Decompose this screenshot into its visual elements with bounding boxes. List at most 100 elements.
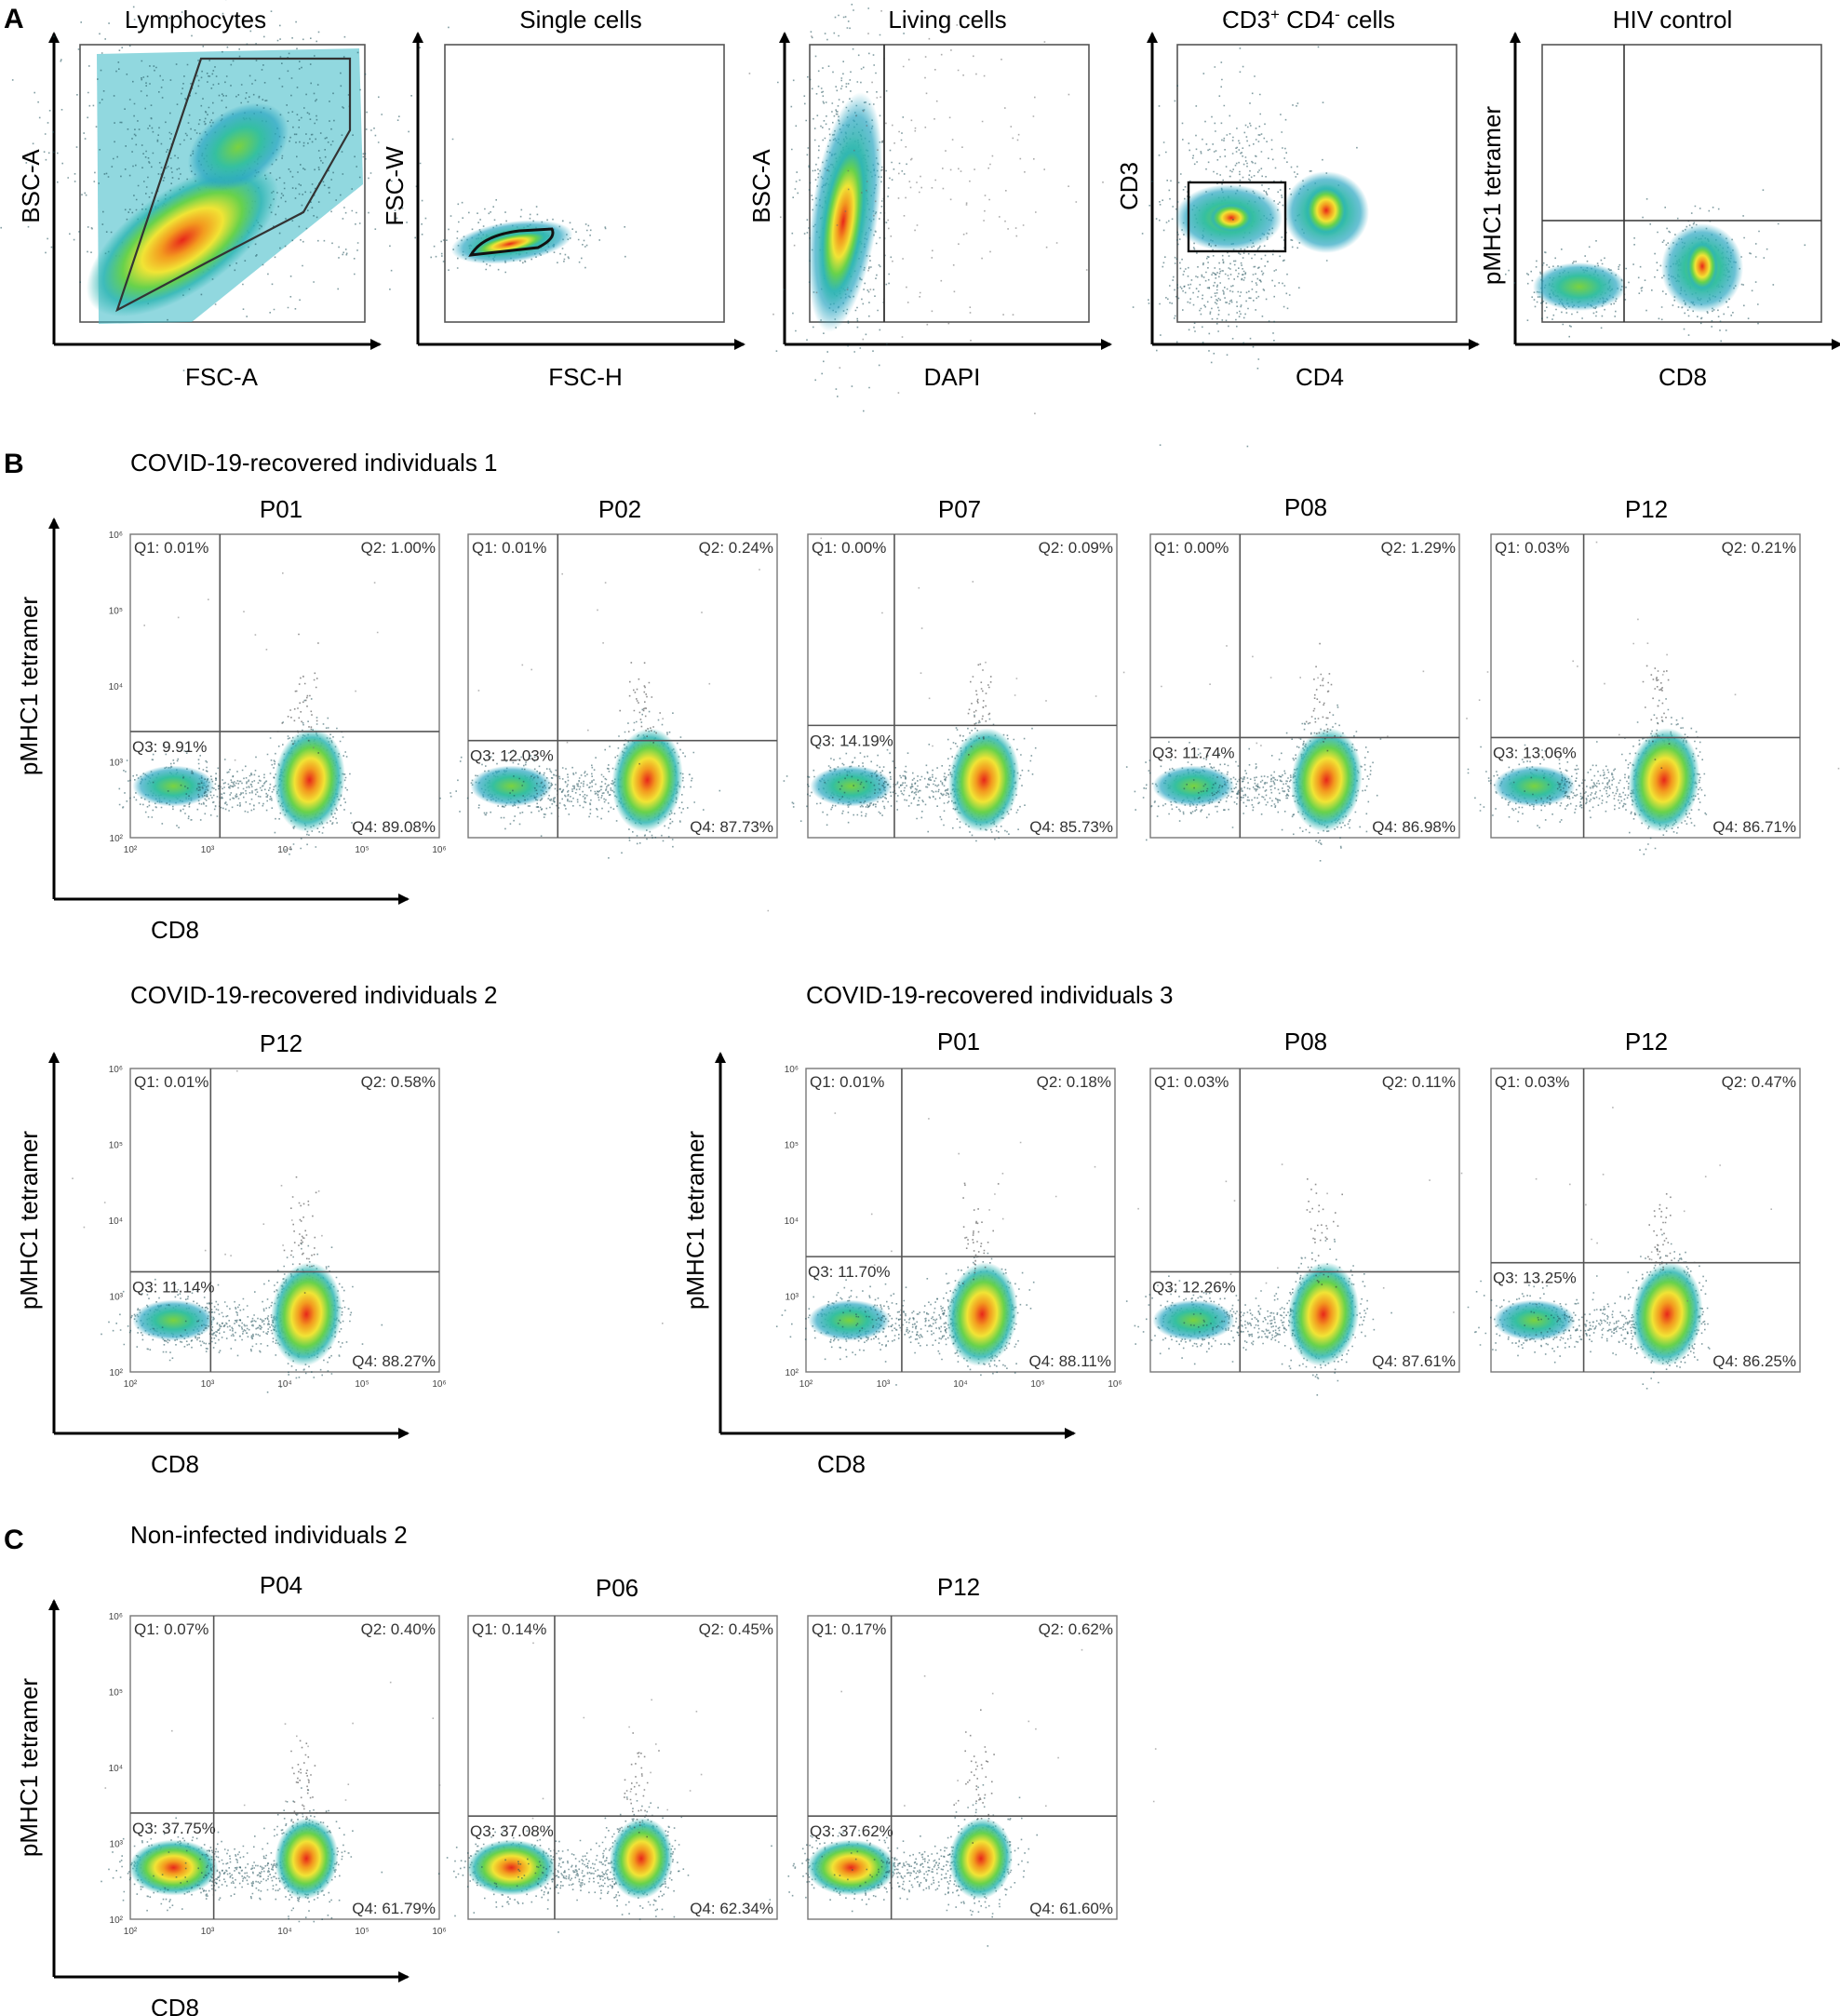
plot-title: P08 (1284, 493, 1327, 521)
density-cluster (187, 102, 289, 192)
y-tick-label: 10⁶ (109, 1065, 123, 1075)
quadrant-label-q3: Q3: 37.75% (132, 1820, 216, 1837)
y-tick-label: 10⁵ (785, 1141, 799, 1151)
y-tick-label: 10⁴ (109, 682, 123, 692)
x-tick-label: 10³ (201, 1379, 215, 1390)
y-axis-label: pMHC1 tetramer (681, 1131, 709, 1310)
y-axis-label: pMHC1 tetramer (15, 597, 43, 775)
density-cluster (808, 1299, 891, 1341)
y-axis-label: pMHC1 tetramer (15, 1131, 43, 1310)
density-cluster (1628, 728, 1700, 832)
quadrant-label-q3: Q3: 37.62% (810, 1822, 893, 1840)
density-cluster (806, 1839, 896, 1896)
plot-frame (444, 44, 725, 323)
density-cluster (274, 728, 345, 832)
gating-plot-hiv: HIV control CD8 pMHC1 tetramer (1478, 6, 1840, 391)
x-tick-label: 10⁴ (277, 1927, 291, 1937)
quadrant-label-q4: Q4: 87.73% (690, 818, 773, 836)
quadrant-label-q2: Q2: 0.09% (1039, 539, 1113, 557)
y-axis-label: BSC-A (747, 149, 775, 223)
plot-title: P12 (1625, 1028, 1668, 1055)
density-cluster (810, 765, 893, 807)
y-tick-label: 10² (110, 834, 124, 844)
quadrant-label-q1: Q1: 0.03% (1495, 1073, 1569, 1091)
y-axis-label: FSC-W (381, 146, 409, 226)
group-label-recovered-3: COVID-19-recovered individuals 3 (806, 981, 1174, 1009)
x-tick-label: 10⁶ (1108, 1379, 1121, 1390)
plot-title: Lymphocytes (125, 6, 266, 34)
x-tick-label: 10⁵ (355, 845, 369, 855)
quadrant-label-q4: Q4: 61.60% (1029, 1900, 1113, 1917)
event-dots (1647, 1193, 1672, 1270)
plot-title: HIV control (1613, 6, 1733, 34)
x-tick-label: 10⁶ (432, 1927, 446, 1937)
y-tick-label: 10⁶ (785, 1065, 799, 1075)
density-cluster (1290, 728, 1363, 832)
y-tick-label: 10² (786, 1368, 799, 1378)
quadrant-label-q1: Q1: 0.03% (1495, 539, 1569, 557)
x-axis-label: DAPI (924, 363, 981, 391)
quadrant-label-q4: Q4: 86.71% (1712, 818, 1796, 836)
density-cluster (1152, 765, 1235, 807)
density-cluster (1152, 1299, 1235, 1341)
density-cluster (466, 1839, 557, 1896)
plot-frame (1176, 44, 1457, 323)
quadrant-label-q3: Q3: 13.25% (1493, 1270, 1577, 1287)
lymphocyte-gate (115, 57, 352, 313)
x-axis-label: CD8 (817, 1450, 866, 1478)
quadrant-label-q4: Q4: 89.08% (352, 818, 436, 836)
quadrant-label-q3: Q3: 11.14% (132, 1278, 215, 1296)
y-tick-label: 10² (110, 1368, 124, 1378)
panel-letter-c: C (4, 1525, 24, 1555)
density-cluster (1209, 203, 1254, 233)
x-tick-label: 10⁵ (355, 1379, 369, 1390)
y-tick-label: 10⁴ (785, 1216, 799, 1227)
y-tick-label: 10³ (786, 1293, 799, 1303)
quadrant-plot-non-infected-individuals-2-p04: P04 Q1: 0.07% Q2: 0.40% Q3: 37.75% Q4: 61.79… (15, 1571, 488, 2016)
density-cluster (609, 1817, 674, 1900)
density-cluster (1533, 262, 1626, 311)
y-tick-label: 10⁶ (109, 531, 123, 541)
quadrant-plot-covid-19-recovered-individuals-2-p12: P12 Q1: 0.01% Q2: 0.58% Q3: 11.14% Q4: 88.27… (15, 1029, 447, 1478)
gating-plot-lymph: Lymphocytes FSC-A BSC-A (0, 0, 486, 391)
x-tick-label: 10² (124, 1379, 138, 1390)
plot-title: Single cells (519, 6, 642, 34)
plot-title: P12 (260, 1029, 302, 1057)
density-cluster (1493, 1299, 1576, 1341)
quadrant-label-q2: Q2: 0.21% (1722, 539, 1796, 557)
event-dots (833, 1295, 1017, 1354)
quadrant-label-q1: Q1: 0.01% (134, 1073, 208, 1091)
y-tick-label: 10⁵ (109, 607, 123, 617)
plot-title: P06 (596, 1574, 638, 1602)
quadrant-plot-covid-19-recovered-individuals-3-p08: P08 Q1: 0.03% Q2: 0.11% Q3: 12.26% Q4: 87.61… (1054, 1028, 1463, 1396)
quadrant-plot-covid-19-recovered-individuals-1-p12: P12 Q1: 0.03% Q2: 0.21% Q3: 13.06% Q4: 86.71… (1467, 495, 1840, 855)
quadrant-label-q3: Q3: 37.08% (470, 1822, 554, 1840)
density-cluster (1287, 1262, 1360, 1366)
y-tick-label: 10⁵ (109, 1688, 123, 1699)
x-tick-label: 10² (124, 845, 138, 855)
plot-title: P04 (260, 1571, 302, 1599)
singlet-gate (468, 227, 555, 257)
event-dots (624, 1732, 660, 1838)
quadrant-plot-covid-19-recovered-individuals-1-p08: P08 Q1: 0.00% Q2: 1.29% Q3: 11.74% Q4: 86.98… (1095, 493, 1481, 862)
x-axis-label: CD8 (151, 1450, 199, 1478)
x-tick-label: 10² (124, 1927, 138, 1937)
quadrant-label-q1: Q1: 0.01% (810, 1073, 884, 1091)
y-tick-label: 10³ (110, 759, 124, 769)
plot-title: P08 (1284, 1028, 1327, 1055)
y-tick-label: 10² (110, 1915, 124, 1926)
plot-title: CD3+ CD4- cells (1222, 6, 1395, 34)
quadrant-label-q4: Q4: 88.27% (352, 1352, 436, 1370)
quadrant-label-q1: Q1: 0.07% (134, 1620, 208, 1638)
y-tick-label: 10⁴ (109, 1216, 123, 1227)
group-label-recovered-2: COVID-19-recovered individuals 2 (130, 981, 498, 1009)
density-cluster (1631, 1262, 1703, 1366)
quadrant-label-q2: Q2: 0.47% (1722, 1073, 1796, 1091)
density-cluster (132, 765, 215, 807)
y-tick-label: 10³ (110, 1840, 124, 1850)
quadrant-label-q1: Q1: 0.00% (812, 539, 886, 557)
density-cluster (86, 163, 279, 317)
event-dots (1183, 755, 1359, 831)
cd3-cd4neg-gate (1187, 181, 1287, 253)
